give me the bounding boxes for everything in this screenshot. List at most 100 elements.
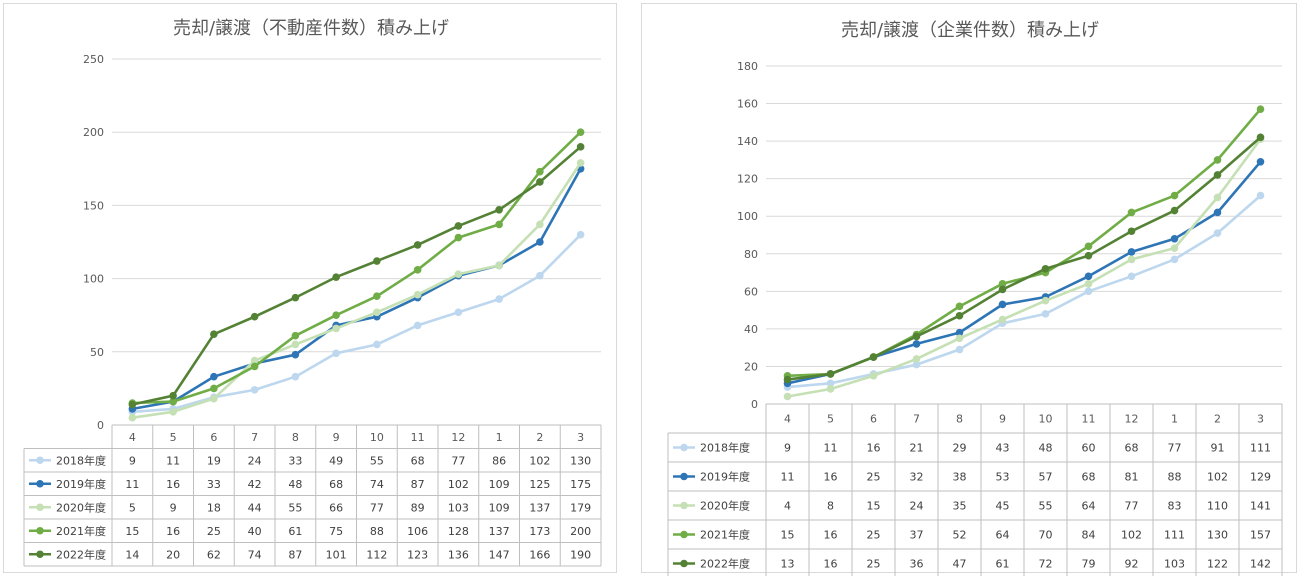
data-point: [210, 372, 218, 381]
table-value: 136: [448, 548, 469, 561]
table-value: 112: [366, 548, 387, 561]
data-point: [912, 355, 921, 363]
table-value: 25: [867, 529, 881, 542]
table-value: 92: [1125, 558, 1139, 571]
data-point: [1213, 193, 1222, 202]
data-point: [413, 241, 422, 249]
legend-key-marker: [680, 559, 688, 568]
legend-key-marker: [680, 501, 688, 510]
data-point: [783, 392, 792, 401]
legend-entry: 2018年度: [56, 453, 106, 467]
x-tick-label: 6: [870, 413, 877, 426]
table-value: 55: [370, 454, 384, 467]
x-tick-label: 7: [251, 431, 258, 444]
data-point: [912, 332, 921, 341]
series-line-2018年度: [132, 233, 582, 414]
table-value: 11: [166, 454, 180, 467]
legend-entry: 2021年度: [56, 524, 106, 538]
data-point: [536, 167, 544, 176]
table-value: 42: [248, 478, 262, 491]
table-value: 77: [451, 454, 465, 467]
table-value: 44: [248, 501, 262, 514]
table-value: 57: [1039, 471, 1053, 484]
table-value: 24: [248, 454, 262, 467]
table-value: 130: [1207, 529, 1228, 542]
table-value: 130: [570, 454, 591, 467]
table-value: 66: [329, 501, 343, 514]
data-point: [332, 273, 340, 281]
data-point: [869, 353, 878, 361]
series-line-2018年度: [787, 194, 1262, 389]
legend-entry: 2022年度: [56, 547, 106, 561]
table-value: 88: [1168, 471, 1182, 484]
data-point: [495, 220, 503, 229]
table-value: 13: [781, 558, 795, 571]
table-value: 35: [953, 500, 967, 513]
data-point: [210, 394, 218, 403]
table-value: 77: [1125, 500, 1139, 513]
y-tick-label: 200: [83, 126, 104, 139]
x-tick-label: 2: [1214, 413, 1221, 426]
table-value: 43: [996, 442, 1010, 455]
x-tick-label: 7: [913, 413, 920, 426]
table-value: 16: [824, 529, 838, 542]
series-line-2022年度: [787, 136, 1262, 381]
y-tick-label: 0: [97, 419, 104, 432]
data-point: [826, 385, 835, 393]
data-point: [1041, 310, 1050, 318]
table-value: 157: [1250, 529, 1271, 542]
data-point: [169, 397, 177, 406]
data-point: [1084, 272, 1093, 281]
data-point: [1041, 265, 1050, 273]
data-point: [128, 400, 137, 409]
data-point: [1084, 287, 1093, 296]
x-tick-label: 4: [129, 431, 136, 444]
series-line-2021年度: [132, 131, 582, 405]
data-point: [998, 315, 1007, 324]
data-point: [1170, 191, 1179, 200]
table-value: 20: [166, 548, 180, 561]
table-value: 122: [1207, 558, 1228, 571]
table-value: 11: [781, 471, 795, 484]
data-point: [373, 340, 381, 349]
x-tick-label: 9: [999, 413, 1006, 426]
table-value: 11: [125, 478, 139, 491]
x-tick-label: 12: [451, 431, 465, 444]
data-point: [413, 321, 422, 330]
data-point: [576, 143, 585, 151]
data-point: [1127, 248, 1136, 256]
x-tick-label: 11: [411, 431, 425, 444]
table-value: 109: [489, 478, 510, 491]
data-point: [998, 280, 1007, 288]
data-point: [576, 128, 585, 136]
series-line-2021年度: [787, 108, 1262, 378]
data-point: [495, 205, 503, 214]
data-point: [1084, 280, 1093, 288]
x-tick-label: 5: [827, 413, 834, 426]
data-point: [1084, 242, 1093, 251]
table-value: 68: [1082, 471, 1096, 484]
table-value: 102: [1207, 471, 1228, 484]
data-point: [1041, 296, 1050, 305]
x-tick-label: 8: [292, 431, 299, 444]
data-point: [454, 270, 463, 279]
table-value: 77: [1168, 442, 1182, 455]
y-tick-label: 60: [744, 285, 758, 298]
x-tick-label: 6: [210, 431, 217, 444]
chart-panel-real-estate: 売却/譲渡（不動産件数）積み上げ 0 50 100 150 200 250 4 5 6 7 8 9 10…: [3, 3, 617, 573]
table-value: 16: [824, 471, 838, 484]
table-value: 125: [529, 478, 550, 491]
data-point: [495, 261, 503, 270]
data-point: [1256, 105, 1265, 113]
table-value: 25: [207, 525, 221, 538]
table-value: 87: [411, 478, 425, 491]
data-point: [1256, 157, 1265, 166]
table-value: 55: [288, 501, 302, 514]
table-value: 21: [910, 442, 924, 455]
table-value: 68: [1125, 442, 1139, 455]
data-point: [998, 285, 1007, 294]
table-value: 37: [910, 529, 924, 542]
table-value: 129: [1250, 471, 1271, 484]
x-tick-label: 12: [1125, 413, 1139, 426]
